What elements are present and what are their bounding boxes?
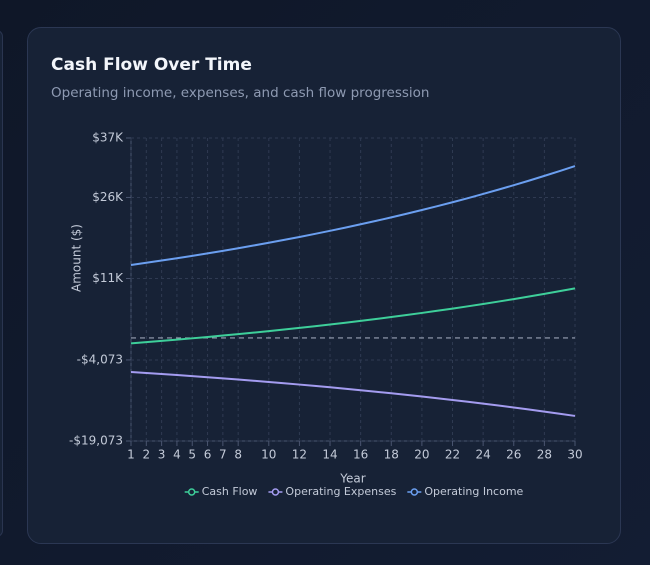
series-line [130, 370, 576, 417]
x-tick-label: 16 [353, 448, 368, 462]
legend-label: Operating Expenses [285, 485, 396, 498]
legend-marker [271, 488, 280, 496]
y-tick-label: $26K [92, 190, 124, 204]
x-tick-label: 6 [204, 448, 212, 462]
x-tick-label: 2 [142, 448, 150, 462]
x-tick-label: 3 [158, 448, 166, 462]
chart-subtitle: Operating income, expenses, and cash flo… [51, 85, 429, 101]
legend-item: Operating Expenses [268, 485, 397, 498]
legend-marker [187, 488, 196, 496]
x-axis-label: Year [339, 472, 365, 486]
y-axis-label: Amount ($) [70, 224, 84, 292]
x-tick-label: 5 [188, 448, 196, 462]
legend-marker [410, 488, 419, 496]
y-tick-label: -$4,073 [77, 352, 123, 366]
series-line [130, 287, 576, 345]
x-tick-label: 12 [292, 448, 307, 462]
x-tick-label: 28 [537, 448, 552, 462]
chart-title: Cash Flow Over Time [51, 55, 252, 75]
x-tick-label: 7 [219, 448, 227, 462]
x-tick-label: 24 [475, 448, 490, 462]
legend-label: Cash Flow [202, 485, 258, 498]
x-tick-label: 4 [173, 448, 181, 462]
x-tick-label: 22 [445, 448, 460, 462]
x-tick-label: 8 [234, 448, 242, 462]
y-tick-label: $37K [92, 131, 124, 145]
legend: Cash Flow Operating Expenses Operating Inc… [184, 485, 524, 498]
series-line [130, 165, 576, 266]
legend-item: Cash Flow [184, 485, 258, 498]
x-tick-label: 18 [384, 448, 399, 462]
x-tick-label: 26 [506, 448, 521, 462]
x-tick-label: 20 [414, 448, 429, 462]
x-tick-label: 1 [127, 448, 135, 462]
x-tick-label: 10 [261, 448, 276, 462]
y-tick-label: $11K [92, 271, 124, 285]
y-tick-label: -$19,073 [69, 434, 123, 448]
x-tick-label: 14 [322, 448, 337, 462]
chart-card [27, 27, 621, 544]
x-tick-label: 30 [567, 448, 582, 462]
legend-item: Operating Income [407, 485, 524, 498]
legend-label: Operating Income [424, 485, 523, 498]
